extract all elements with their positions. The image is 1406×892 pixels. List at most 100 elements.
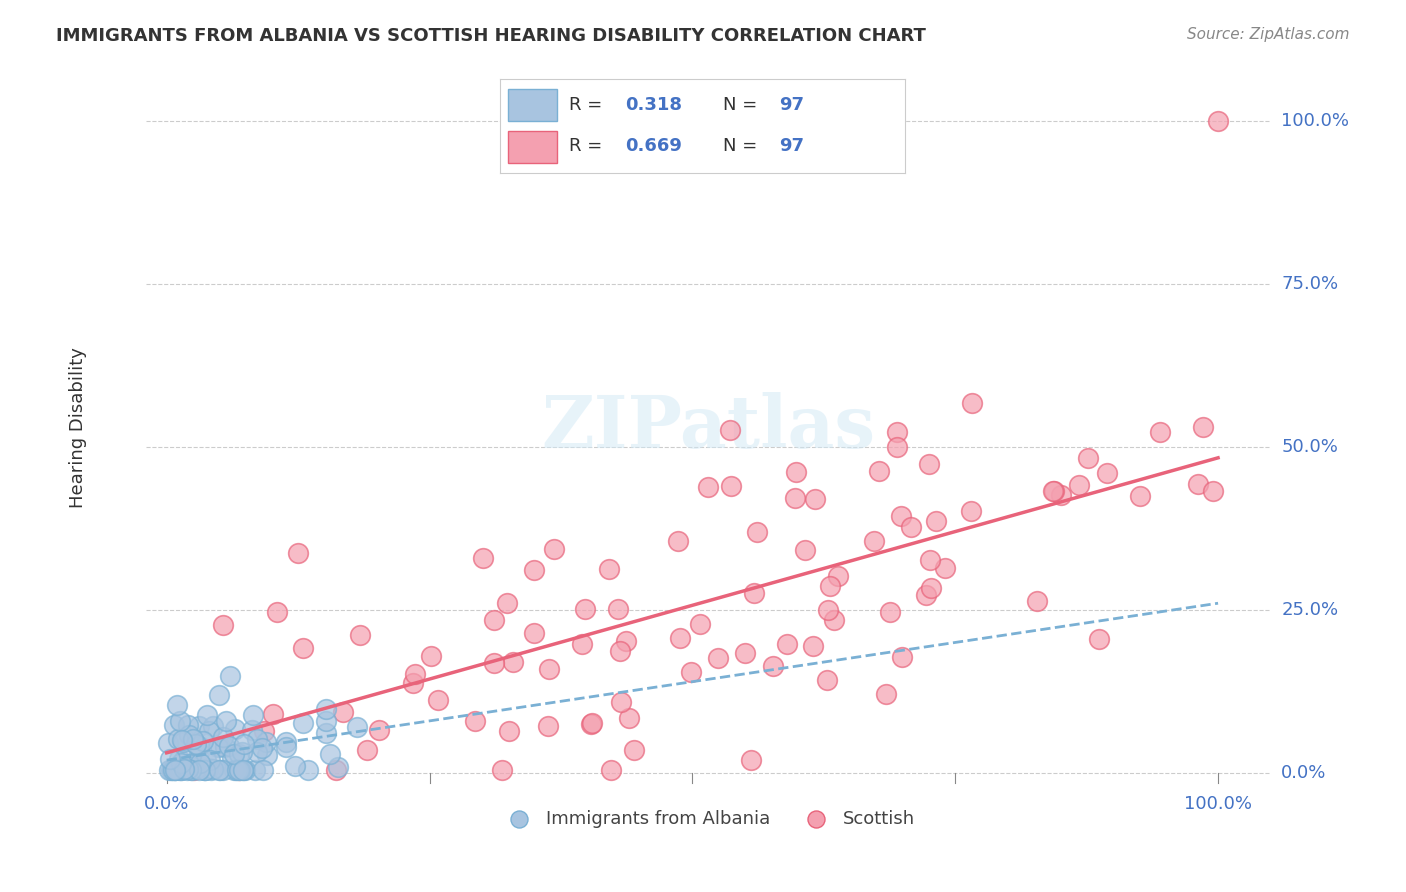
Point <box>160 763 183 777</box>
Point <box>464 714 486 729</box>
Point <box>229 763 252 777</box>
Point <box>891 649 914 664</box>
Text: 25.0%: 25.0% <box>1281 601 1339 619</box>
Point <box>221 751 243 765</box>
Point <box>920 582 942 596</box>
Point <box>292 715 315 730</box>
Point <box>536 719 558 733</box>
Text: 100.0%: 100.0% <box>1184 796 1253 814</box>
Text: 50.0%: 50.0% <box>1281 438 1339 456</box>
Point <box>666 534 689 549</box>
Point <box>804 491 827 506</box>
Point <box>170 756 193 770</box>
Point <box>188 719 211 733</box>
Point <box>1192 420 1215 434</box>
Text: 75.0%: 75.0% <box>1281 275 1339 293</box>
Point <box>228 763 250 777</box>
Point <box>188 739 211 753</box>
Point <box>200 753 222 767</box>
Point <box>785 465 807 479</box>
Point <box>543 541 565 556</box>
Point <box>934 561 956 575</box>
Point <box>482 613 505 627</box>
Point <box>823 613 845 627</box>
Point <box>169 714 191 728</box>
Point <box>679 665 702 680</box>
Point <box>228 763 250 777</box>
Point <box>689 616 711 631</box>
Point <box>349 628 371 642</box>
Point <box>197 761 219 775</box>
Point <box>224 722 246 736</box>
Point <box>571 637 593 651</box>
Point <box>720 423 742 437</box>
Point <box>198 724 221 739</box>
Point <box>233 737 256 751</box>
Text: ZIPatlas: ZIPatlas <box>541 392 875 463</box>
Point <box>776 636 799 650</box>
Point <box>183 763 205 777</box>
Point <box>165 763 187 777</box>
Point <box>925 514 948 528</box>
Point <box>419 648 441 663</box>
Point <box>818 579 841 593</box>
Point <box>157 763 180 777</box>
Point <box>242 723 264 737</box>
Point <box>211 618 233 632</box>
Point <box>315 714 337 728</box>
Point <box>159 752 181 766</box>
Point <box>195 707 218 722</box>
Point <box>319 747 342 761</box>
Point <box>606 602 628 616</box>
Point <box>315 726 337 740</box>
Point <box>181 763 204 777</box>
Point <box>212 731 235 745</box>
Point <box>697 480 720 494</box>
Point <box>194 763 217 777</box>
Point <box>194 753 217 767</box>
Point <box>190 756 212 770</box>
Point <box>614 634 637 648</box>
Point <box>193 763 215 777</box>
Point <box>172 732 194 747</box>
Text: IMMIGRANTS FROM ALBANIA VS SCOTTISH HEARING DISABILITY CORRELATION CHART: IMMIGRANTS FROM ALBANIA VS SCOTTISH HEAR… <box>56 27 927 45</box>
Point <box>538 662 561 676</box>
Point <box>187 745 209 759</box>
Point <box>222 747 245 761</box>
Point <box>165 763 187 777</box>
Point <box>875 688 897 702</box>
Point <box>783 491 806 506</box>
Text: Hearing Disability: Hearing Disability <box>69 347 87 508</box>
Point <box>598 561 620 575</box>
Point <box>1129 489 1152 503</box>
Point <box>156 736 179 750</box>
Point <box>177 762 200 776</box>
Point <box>232 763 254 777</box>
Point <box>610 695 633 709</box>
Point <box>920 553 942 567</box>
Point <box>215 714 238 728</box>
Point <box>242 708 264 723</box>
Point <box>1043 483 1066 498</box>
Point <box>523 626 546 640</box>
Point <box>617 711 640 725</box>
Point <box>188 763 211 777</box>
Point <box>212 763 235 777</box>
Point <box>402 675 425 690</box>
Point <box>326 760 349 774</box>
Point <box>163 718 186 732</box>
Point <box>228 747 250 761</box>
Point <box>471 551 494 566</box>
Point <box>233 763 256 777</box>
Point <box>740 753 762 767</box>
Point <box>208 763 231 777</box>
Point <box>609 644 631 658</box>
Point <box>177 756 200 771</box>
Point <box>262 707 284 722</box>
Point <box>193 763 215 777</box>
Point <box>1087 632 1109 646</box>
Point <box>762 659 785 673</box>
Point <box>960 503 983 517</box>
Point <box>246 746 269 760</box>
Point <box>886 440 908 454</box>
